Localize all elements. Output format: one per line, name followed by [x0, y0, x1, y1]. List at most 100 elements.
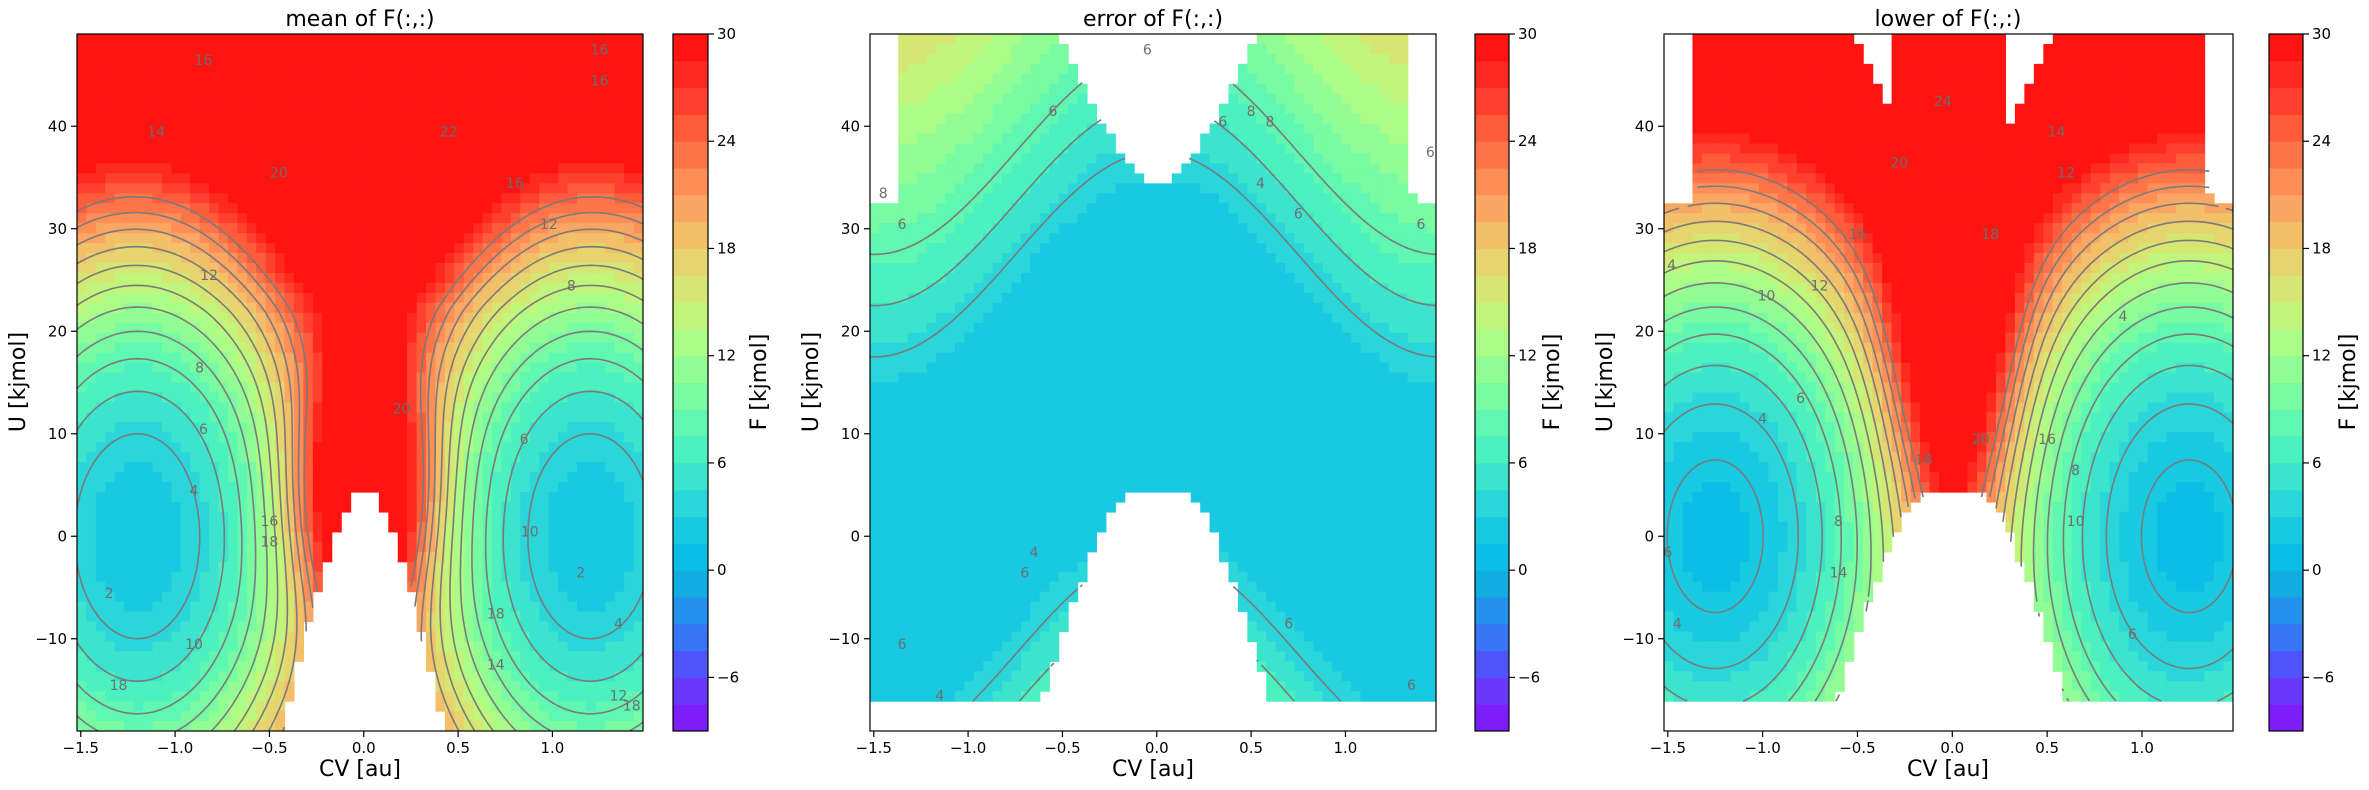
contour-cell — [576, 521, 587, 533]
contour-cell — [870, 203, 881, 214]
contour-cell — [426, 103, 437, 115]
contour-cell — [133, 253, 144, 264]
contour-cell — [161, 631, 172, 642]
contour-cell — [992, 561, 1003, 573]
contour-cell — [510, 302, 521, 314]
colorbar-band — [673, 677, 708, 705]
contour-cell — [256, 422, 267, 433]
contour-cell — [983, 213, 994, 224]
contour-cell — [227, 223, 238, 234]
contour-cell — [983, 43, 994, 55]
contour-cell — [256, 213, 267, 224]
contour-cell — [558, 113, 569, 125]
contour-cell — [595, 243, 606, 254]
contour-cell — [275, 501, 286, 513]
contour-cell — [171, 53, 182, 65]
contour-cell — [77, 591, 88, 603]
contour-cell — [529, 442, 540, 453]
contour-cell — [350, 203, 361, 214]
contour-cell — [917, 292, 928, 304]
contour-cell — [237, 173, 248, 184]
contour-cell — [907, 302, 918, 314]
contour-cell — [1002, 482, 1013, 493]
contour-cell — [595, 103, 606, 115]
contour-cell — [595, 223, 606, 234]
contour-cell — [209, 511, 220, 523]
contour-cell — [444, 103, 455, 115]
contour-cell — [199, 721, 210, 731]
contour-cell — [633, 591, 643, 603]
contour-cell — [275, 711, 286, 722]
contour-cell — [331, 332, 342, 344]
contour-cell — [322, 233, 333, 244]
contour-cell — [605, 253, 616, 264]
contour-cell — [898, 661, 909, 672]
contour-cell — [152, 332, 163, 344]
contour-cell — [558, 53, 569, 65]
contour-cell — [190, 701, 201, 712]
contour-cell — [879, 691, 890, 702]
contour-cell — [529, 93, 540, 105]
contour-cell — [77, 422, 88, 433]
contour-cell — [954, 551, 965, 563]
contour-cell — [199, 621, 210, 633]
contour-cell — [926, 472, 937, 483]
contour-cell — [454, 282, 465, 294]
contour-cell — [190, 402, 201, 413]
contour-cell — [614, 501, 625, 513]
contour-cell — [926, 541, 937, 553]
contour-cell — [416, 541, 427, 553]
contour-cell — [360, 312, 371, 324]
contour-cell — [378, 233, 389, 244]
contour-cell — [322, 332, 333, 344]
contour-cell — [973, 611, 984, 623]
contour-cell — [510, 113, 521, 125]
contour-cell — [86, 402, 97, 413]
contour-cell — [407, 551, 418, 563]
contour-cell — [983, 332, 994, 344]
contour-cell — [77, 133, 88, 145]
contour-cell — [77, 721, 88, 731]
contour-cell — [945, 263, 956, 274]
contour-cell — [1002, 511, 1013, 523]
contour-cell — [114, 233, 125, 244]
contour-cell — [520, 53, 531, 65]
contour-cell — [973, 133, 984, 145]
contour-cell — [898, 332, 909, 344]
contour-cell — [917, 53, 928, 65]
contour-cell — [614, 113, 625, 125]
contour-cell — [501, 243, 512, 254]
contour-cell — [586, 482, 597, 493]
contour-cell — [501, 561, 512, 573]
contour-cell — [605, 641, 616, 652]
contour-cell — [482, 681, 493, 692]
contour-cell — [341, 462, 352, 473]
contour-cell — [209, 63, 220, 75]
contour-cell — [576, 691, 587, 702]
contour-cell — [171, 482, 182, 493]
contour-cell — [510, 492, 521, 503]
contour-cell — [558, 143, 569, 155]
contour-cell — [95, 382, 106, 394]
contour-cell — [463, 382, 474, 394]
contour-cell — [605, 651, 616, 662]
contour-cell — [350, 233, 361, 244]
contour-cell — [473, 253, 484, 264]
contour-cell — [161, 183, 172, 194]
contour-cell — [482, 302, 493, 314]
contour-cell — [209, 691, 220, 702]
contour-cell — [331, 372, 342, 384]
contour-cell — [992, 153, 1003, 165]
contour-cell — [350, 63, 361, 75]
contour-cell — [558, 721, 569, 731]
contour-cell — [256, 521, 267, 533]
contour-cell — [983, 452, 994, 463]
contour-cell — [907, 631, 918, 642]
contour-cell — [303, 223, 314, 234]
contour-cell — [624, 322, 635, 334]
contour-cell — [624, 681, 635, 692]
contour-cell — [237, 621, 248, 633]
contour-cell — [510, 233, 521, 244]
contour-cell — [529, 183, 540, 194]
contour-cell — [973, 621, 984, 633]
